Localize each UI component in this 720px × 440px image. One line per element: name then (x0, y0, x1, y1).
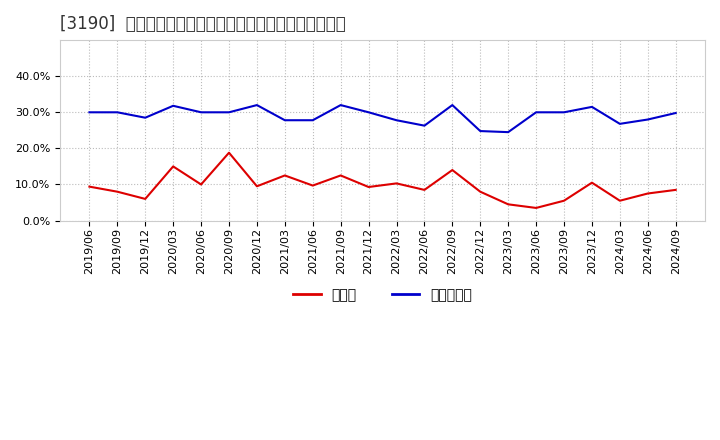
Legend: 現須金, 有利子負債: 現須金, 有利子負債 (287, 282, 478, 308)
Text: [3190]  現須金、有利子負債の総資産に対する比率の推移: [3190] 現須金、有利子負債の総資産に対する比率の推移 (60, 15, 346, 33)
